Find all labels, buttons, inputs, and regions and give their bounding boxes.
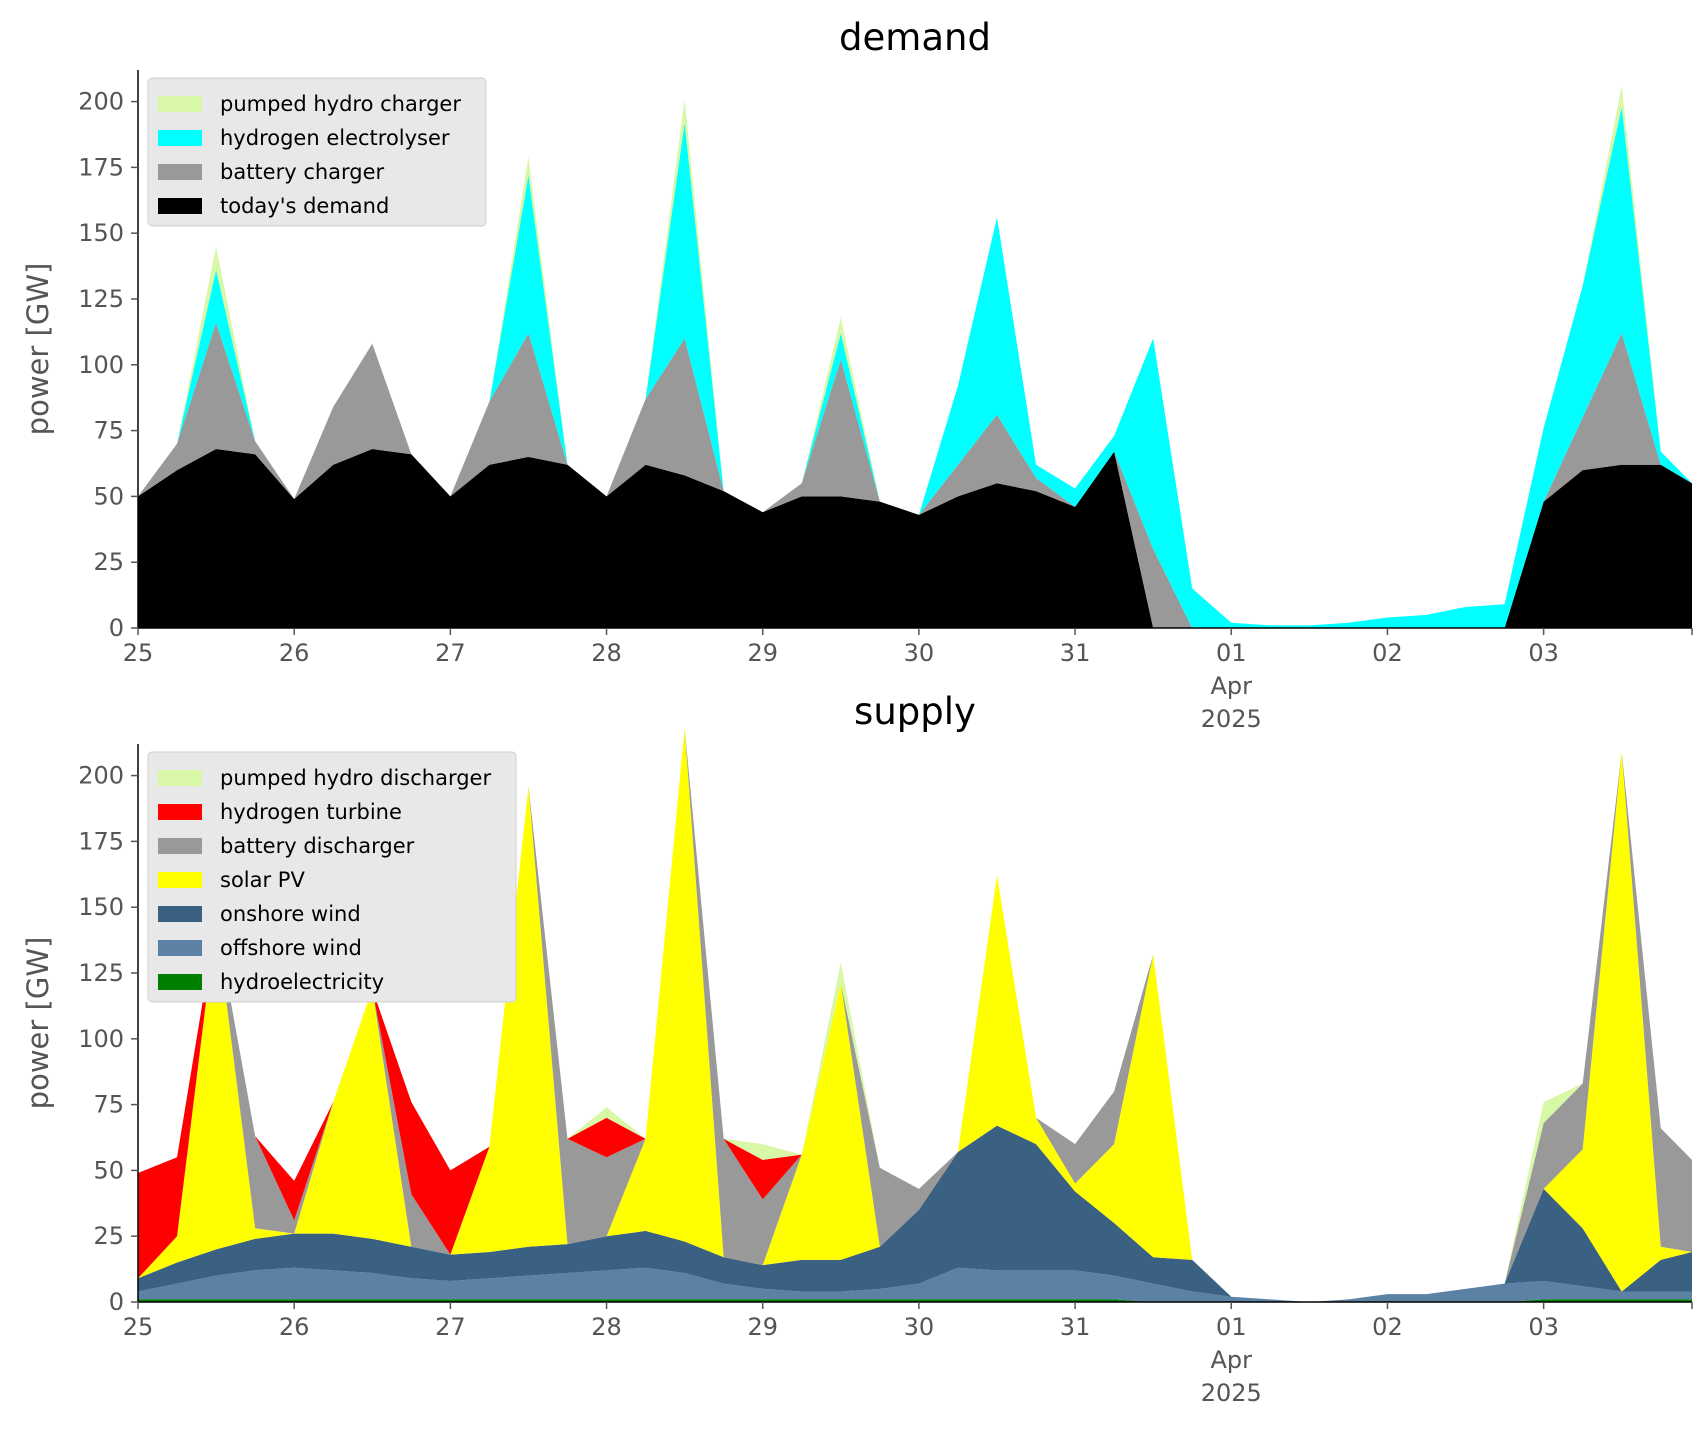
x-tick-label: 01 (1216, 639, 1247, 667)
x-tick-label: Apr (1211, 672, 1253, 700)
x-tick-label: 31 (1060, 639, 1091, 667)
legend-swatch (158, 164, 202, 180)
x-tick-label: 30 (904, 639, 935, 667)
legend-swatch (158, 198, 202, 214)
y-tick-label: 200 (78, 762, 124, 790)
legend-label: battery discharger (220, 834, 415, 858)
legend-label: offshore wind (220, 936, 362, 960)
x-tick-label: 25 (123, 1313, 154, 1341)
y-tick-label: 75 (93, 417, 124, 445)
y-tick-label: 125 (78, 285, 124, 313)
legend-swatch (158, 804, 202, 820)
chart-title: supply (854, 690, 976, 733)
legend-label: today's demand (220, 194, 389, 218)
legend-swatch (158, 940, 202, 956)
y-tick-label: 50 (93, 482, 124, 510)
legend: pumped hydro discharger hydrogen turbine b… (147, 751, 517, 1003)
x-tick-label: 28 (591, 639, 622, 667)
x-tick-label: 29 (747, 639, 778, 667)
y-tick-label: 175 (78, 153, 124, 181)
y-tick-label: 125 (78, 959, 124, 987)
series-area-hydrogen-electrolyser (138, 106, 1692, 628)
y-tick-label: 0 (109, 1288, 124, 1316)
y-tick-label: 150 (78, 219, 124, 247)
legend: pumped hydro charger hydrogen electrolyse… (147, 77, 487, 227)
x-tick-label: 27 (435, 639, 466, 667)
legend-swatch (158, 906, 202, 922)
legend-swatch (158, 974, 202, 990)
legend-label: pumped hydro discharger (220, 766, 491, 790)
x-tick-label: 02 (1372, 1313, 1403, 1341)
series-area-battery-discharger (138, 728, 1692, 1302)
y-tick-label: 175 (78, 827, 124, 855)
x-tick-label: 25 (123, 639, 154, 667)
legend-label: hydroelectricity (220, 970, 384, 994)
x-tick-label: 26 (279, 639, 310, 667)
x-tick-label: Apr (1211, 1346, 1253, 1374)
x-tick-label: 01 (1216, 1313, 1247, 1341)
x-tick-label: 29 (747, 1313, 778, 1341)
x-tick-label: 27 (435, 1313, 466, 1341)
y-tick-label: 100 (78, 1025, 124, 1053)
legend-swatch (158, 770, 202, 786)
x-tick-label: 2025 (1201, 1379, 1262, 1407)
series-area-solar-pv (138, 728, 1692, 1302)
y-tick-label: 25 (93, 548, 124, 576)
legend-label: solar PV (220, 868, 305, 892)
x-tick-label: 26 (279, 1313, 310, 1341)
y-tick-label: 75 (93, 1091, 124, 1119)
legend-label: hydrogen electrolyser (220, 126, 450, 150)
y-tick-label: 200 (78, 88, 124, 116)
chart-title: demand (839, 16, 991, 59)
legend-swatch (158, 130, 202, 146)
legend-swatch (158, 96, 202, 112)
legend-label: onshore wind (220, 902, 361, 926)
legend-label: battery charger (220, 160, 385, 184)
x-tick-label: 2025 (1201, 705, 1262, 733)
y-tick-label: 0 (109, 614, 124, 642)
series-area-today-s-demand (138, 449, 1692, 628)
legend-label: hydrogen turbine (220, 800, 402, 824)
x-tick-label: 31 (1060, 1313, 1091, 1341)
legend-box (147, 77, 487, 227)
x-tick-label: 28 (591, 1313, 622, 1341)
y-tick-label: 25 (93, 1222, 124, 1250)
y-tick-label: 150 (78, 893, 124, 921)
legend-swatch (158, 872, 202, 888)
x-tick-label: 30 (904, 1313, 935, 1341)
x-tick-label: 02 (1372, 639, 1403, 667)
legend-box (147, 751, 517, 1003)
y-tick-label: 50 (93, 1156, 124, 1184)
y-axis-label: power [GW] (21, 937, 55, 1110)
y-tick-label: 100 (78, 351, 124, 379)
series-area-battery-charger (138, 322, 1692, 628)
legend-label: pumped hydro charger (220, 92, 461, 116)
legend-swatch (158, 838, 202, 854)
series-area-onshore-wind (138, 1125, 1692, 1302)
series-area-offshore-wind (138, 1267, 1692, 1302)
x-tick-label: 03 (1528, 1313, 1559, 1341)
x-tick-label: 03 (1528, 639, 1559, 667)
y-axis-label: power [GW] (21, 263, 55, 436)
